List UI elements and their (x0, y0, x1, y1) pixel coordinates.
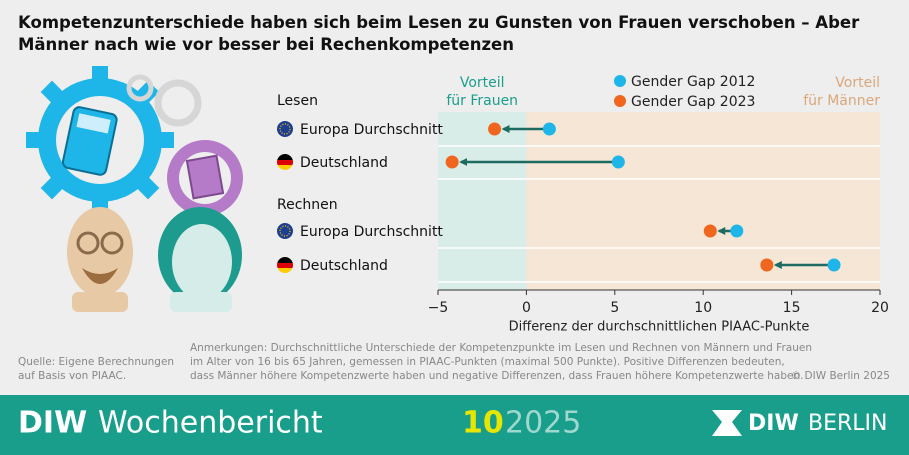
x-tick-label: −5 (428, 300, 449, 316)
dot (445, 155, 459, 169)
legend-label: Gender Gap 2012 (631, 74, 755, 90)
copyright: © DIW Berlin 2025 (791, 370, 890, 382)
dot (542, 122, 556, 136)
x-tick-label: 20 (871, 300, 889, 316)
logo-mark (712, 410, 742, 436)
group-label: Lesen (277, 93, 318, 109)
dot (611, 155, 625, 169)
category-label: Deutschland (300, 258, 388, 274)
source: Quelle: Eigene Berechnungen (18, 356, 174, 368)
dot (730, 224, 744, 238)
annotation-women: Vorteil (460, 75, 505, 91)
illustration (26, 66, 243, 312)
flags (277, 121, 293, 273)
banner (0, 395, 909, 455)
chart-title: Kompetenzunterschiede haben sich beim Le… (18, 13, 860, 54)
banner-issue: 10 (462, 406, 504, 441)
annotation-men: Vorteil (835, 75, 880, 91)
area-women (438, 112, 527, 290)
note: im Alter von 16 bis 65 Jahren, gemessen … (190, 356, 785, 368)
banner-publication: Wochenbericht (98, 406, 323, 441)
legend-marker (614, 75, 626, 87)
note: Anmerkungen: Durchschnittliche Unterschi… (190, 342, 812, 354)
annotation-women: für Frauen (446, 93, 518, 109)
dot (488, 122, 502, 136)
group-label: Rechnen (277, 197, 338, 213)
annotation-men: für Männer (803, 93, 880, 109)
logo-text: DIW (748, 411, 799, 436)
category-label: Europa Durchschnitt (300, 224, 443, 240)
dot (703, 224, 717, 238)
category-label: Europa Durchschnitt (300, 122, 443, 138)
logo-text: BERLIN (808, 411, 887, 436)
x-tick-label: 10 (694, 300, 712, 316)
legend-marker (614, 95, 626, 107)
dot (827, 258, 841, 272)
legend-label: Gender Gap 2023 (631, 94, 755, 110)
banner-year: 2025 (505, 406, 581, 441)
source: auf Basis von PIAAC. (18, 370, 126, 382)
x-tick-label: 15 (783, 300, 801, 316)
dot (760, 258, 774, 272)
area-men (526, 112, 880, 290)
x-tick-label: 5 (610, 300, 619, 316)
x-axis-label: Differenz der durchschnittlichen PIAAC-P… (509, 320, 810, 335)
note: dass Männer höhere Kompetenzwerte haben … (190, 370, 803, 382)
category-label: Deutschland (300, 155, 388, 171)
x-tick-label: 0 (522, 300, 531, 316)
banner-name: DIW (18, 406, 87, 441)
